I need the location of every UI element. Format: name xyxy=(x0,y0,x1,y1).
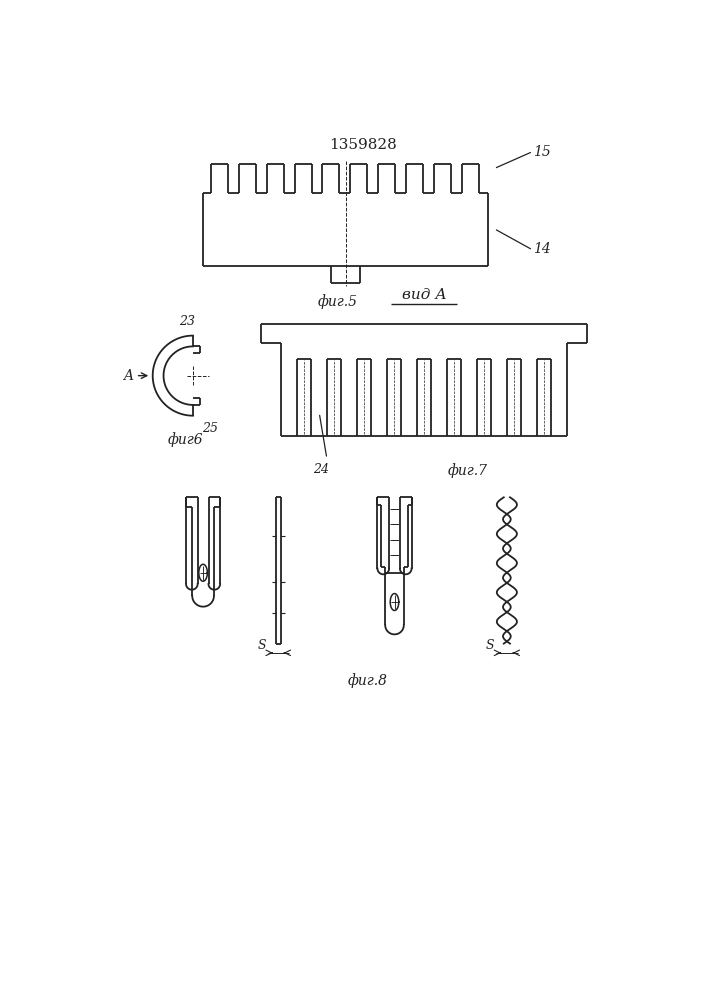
Text: A: A xyxy=(123,369,134,383)
Text: фиг.8: фиг.8 xyxy=(347,673,387,688)
Text: вид А: вид А xyxy=(402,288,446,302)
Text: S: S xyxy=(486,639,494,652)
Text: фиг6: фиг6 xyxy=(168,433,203,447)
Text: фиг.7: фиг.7 xyxy=(448,463,487,478)
Text: 24: 24 xyxy=(312,463,329,476)
Text: 25: 25 xyxy=(202,422,218,435)
Text: 1359828: 1359828 xyxy=(329,138,397,152)
Text: 23: 23 xyxy=(179,315,195,328)
Text: 15: 15 xyxy=(533,145,551,159)
Text: S: S xyxy=(257,639,267,652)
Text: фиг.5: фиг.5 xyxy=(318,294,358,309)
Text: 14: 14 xyxy=(533,242,551,256)
